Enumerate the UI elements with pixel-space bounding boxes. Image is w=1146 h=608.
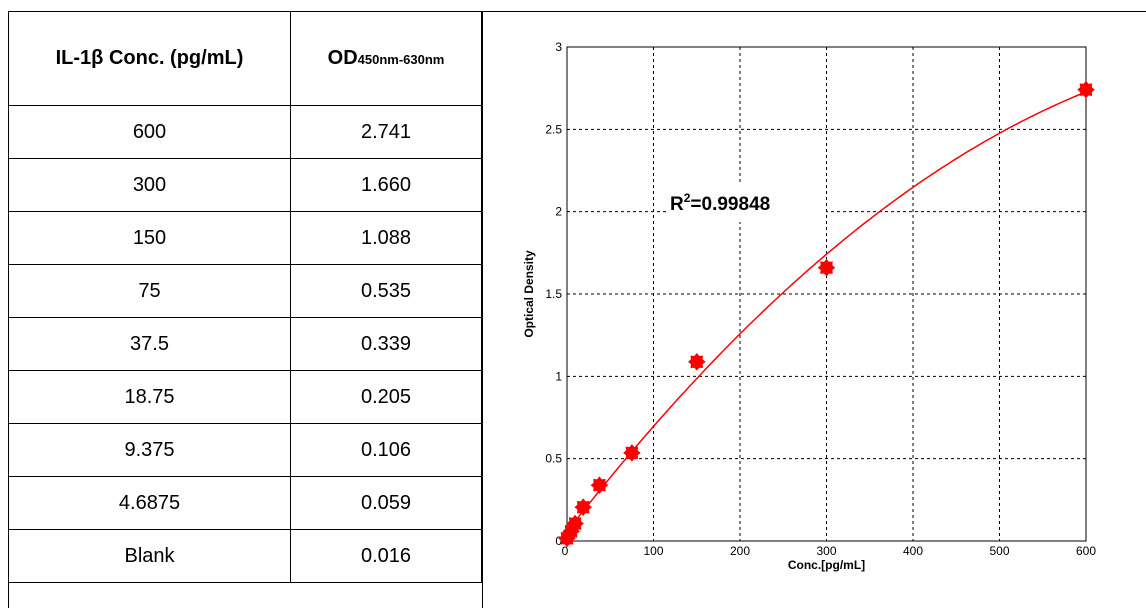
table-row: 150 1.088 xyxy=(8,211,482,265)
standard-curve-table: IL-1β Conc. (pg/mL) OD450nm-630nm 600 2.7… xyxy=(8,11,482,583)
cell-od: 0.535 xyxy=(290,264,482,318)
data-point xyxy=(1077,80,1095,99)
table-row: 37.5 0.339 xyxy=(8,317,482,371)
table-row: 300 1.660 xyxy=(8,158,482,212)
y-tick-label: 2 xyxy=(555,205,562,219)
cell-conc: 9.375 xyxy=(8,423,291,477)
header-conc: IL-1β Conc. (pg/mL) xyxy=(8,11,291,106)
y-axis-title: Optical Density xyxy=(522,250,536,338)
cell-conc: 600 xyxy=(8,105,291,159)
annotation-background xyxy=(666,182,826,222)
x-axis-title: Conc.[pg/mL] xyxy=(788,558,865,572)
header-od-sub: 450nm-630nm xyxy=(357,52,445,67)
table-row: 4.6875 0.059 xyxy=(8,476,482,530)
data-point xyxy=(566,514,584,533)
r-squared-value: =0.99848 xyxy=(690,194,770,215)
cell-conc: 4.6875 xyxy=(8,476,291,530)
table-row: 9.375 0.106 xyxy=(8,423,482,477)
cell-od: 0.059 xyxy=(290,476,482,530)
y-tick-label: 2.5 xyxy=(545,122,562,136)
fit-curve xyxy=(566,91,1087,533)
r-squared-base: R xyxy=(670,194,684,215)
x-tick-label: 100 xyxy=(643,544,663,558)
cell-od: 0.016 xyxy=(290,529,482,583)
r-squared-annotation: R2=0.99848 xyxy=(666,182,826,222)
header-od: OD450nm-630nm xyxy=(290,11,482,106)
x-tick-label: 200 xyxy=(730,544,750,558)
cell-conc: Blank xyxy=(8,529,291,583)
data-point xyxy=(623,444,641,462)
y-tick-label: 1 xyxy=(555,369,562,383)
data-point xyxy=(590,476,609,494)
data-point xyxy=(574,498,592,516)
standard-curve-chart: 0 100 200 300 400 500 600 0 0.5 1 1.5 2 2.5 3 Conc.[pg… xyxy=(482,12,1146,608)
y-tick-label: 3 xyxy=(555,40,562,54)
y-tick-label: 0 xyxy=(555,534,562,548)
table-header-row: IL-1β Conc. (pg/mL) OD450nm-630nm xyxy=(8,11,482,106)
table-row: Blank 0.016 xyxy=(8,529,482,583)
y-tick-label: 0.5 xyxy=(545,452,562,466)
cell-od: 0.205 xyxy=(290,370,482,424)
cell-conc: 18.75 xyxy=(8,370,291,424)
cell-conc: 150 xyxy=(8,211,291,265)
cell-od: 0.106 xyxy=(290,423,482,477)
x-tick-label: 300 xyxy=(816,544,836,558)
data-point xyxy=(817,258,836,277)
x-tick-label: 600 xyxy=(1076,544,1096,558)
cell-conc: 37.5 xyxy=(8,317,291,371)
x-tick-label: 400 xyxy=(903,544,923,558)
chart-svg: 0 100 200 300 400 500 600 0 0.5 1 1.5 2 2.5 3 Conc.[pg… xyxy=(522,40,1096,572)
table-row: 600 2.741 xyxy=(8,105,482,159)
x-tick-label: 0 xyxy=(562,544,569,558)
x-tick-label: 500 xyxy=(989,544,1009,558)
cell-od: 1.660 xyxy=(290,158,482,212)
cell-od: 0.339 xyxy=(290,317,482,371)
header-od-main: OD xyxy=(327,47,358,69)
data-point xyxy=(688,353,706,371)
r-squared-sup: 2 xyxy=(684,191,691,205)
table-row: 18.75 0.205 xyxy=(8,370,482,424)
table-row: 75 0.535 xyxy=(8,264,482,318)
cell-conc: 75 xyxy=(8,264,291,318)
y-tick-label: 1.5 xyxy=(545,287,562,301)
cell-od: 2.741 xyxy=(290,105,482,159)
cell-od: 1.088 xyxy=(290,211,482,265)
cell-conc: 300 xyxy=(8,158,291,212)
r-squared-text: R2=0.99848 xyxy=(670,191,770,215)
